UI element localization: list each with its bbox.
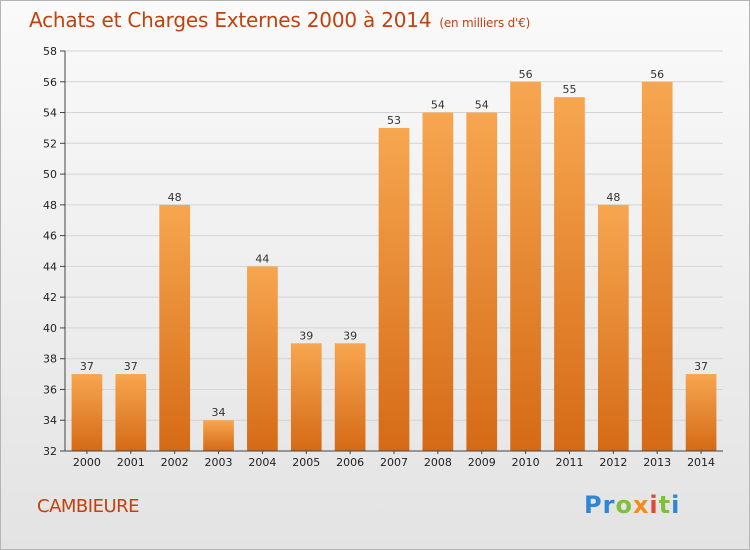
- value-label: 39: [299, 329, 313, 342]
- value-label: 44: [255, 252, 269, 265]
- value-label: 37: [80, 360, 94, 373]
- y-tick-label: 36: [43, 383, 57, 396]
- x-tick-label: 2006: [336, 456, 364, 469]
- value-label: 48: [168, 191, 182, 204]
- y-tick-label: 44: [43, 260, 57, 273]
- bar-2013: [641, 81, 673, 452]
- logo-letter: x: [632, 491, 650, 519]
- x-tick-label: 2012: [599, 456, 627, 469]
- y-tick-label: 42: [43, 291, 57, 304]
- x-tick-label: 2009: [468, 456, 496, 469]
- logo-letter: P: [584, 491, 603, 519]
- logo-letter: t: [658, 491, 672, 519]
- x-tick-label: 2008: [424, 456, 452, 469]
- value-label: 53: [387, 114, 401, 127]
- value-label: 37: [124, 360, 138, 373]
- bar-2014: [685, 374, 717, 451]
- y-tick-label: 40: [43, 322, 57, 335]
- chart-title: Achats et Charges Externes 2000 à 2014 (e…: [29, 8, 530, 32]
- y-tick-label: 34: [43, 414, 57, 427]
- axes: 32 34 36 38 40 42 44 46 48 50 52 54 56 58 2000 2001 2002…: [43, 45, 723, 469]
- logo-letter: i: [649, 491, 659, 519]
- y-tick-label: 50: [43, 168, 57, 181]
- unit-note: (en milliers d'€): [439, 16, 531, 30]
- y-tick-label: 32: [43, 445, 57, 458]
- bar-2005: [290, 343, 322, 451]
- y-tick-label: 38: [43, 353, 57, 366]
- value-label: 37: [694, 360, 708, 373]
- x-tick-label: 2007: [380, 456, 408, 469]
- value-label: 54: [431, 99, 445, 112]
- bar-2002: [159, 204, 191, 451]
- bars: 37 37 48 34 44 39 39 53 54 54 56 55 48 56 37: [71, 68, 717, 452]
- x-tick-label: 2002: [161, 456, 189, 469]
- x-tick-label: 2013: [643, 456, 671, 469]
- bar-2006: [334, 343, 366, 451]
- bar-2000: [71, 374, 103, 451]
- bar-2003: [203, 420, 234, 451]
- y-tick-label: 52: [43, 137, 57, 150]
- value-label: 48: [606, 191, 620, 204]
- bar-2008: [422, 112, 454, 452]
- x-tick-label: 2001: [117, 456, 145, 469]
- bar-2001: [115, 374, 147, 451]
- logo-letter: r: [602, 491, 616, 519]
- x-tick-label: 2010: [512, 456, 540, 469]
- value-label: 54: [475, 99, 489, 112]
- bar-2009: [466, 112, 498, 452]
- proxiti-logo: Proxiti: [584, 491, 680, 519]
- x-tick-label: 2011: [555, 456, 583, 469]
- value-label: 56: [650, 68, 664, 81]
- y-tick-label: 48: [43, 199, 57, 212]
- bar-2010: [510, 81, 541, 452]
- y-tick-label: 46: [43, 230, 57, 243]
- city-name: CAMBIEURE: [37, 496, 140, 517]
- value-label: 39: [343, 329, 357, 342]
- value-label: 34: [212, 406, 226, 419]
- y-tick-label: 56: [43, 76, 57, 89]
- y-tick-label: 58: [43, 45, 57, 58]
- bar-2011: [554, 97, 585, 452]
- x-tick-label: 2005: [292, 456, 320, 469]
- x-tick-label: 2004: [248, 456, 276, 469]
- value-label: 56: [519, 68, 533, 81]
- x-tick-label: 2003: [205, 456, 233, 469]
- value-label: 55: [562, 83, 576, 96]
- bar-2012: [597, 204, 629, 451]
- x-tick-label: 2000: [73, 456, 101, 469]
- x-tick-label: 2014: [687, 456, 715, 469]
- bar-2007: [378, 127, 410, 451]
- logo-letter: i: [671, 491, 681, 519]
- bar-2004: [247, 266, 278, 451]
- y-tick-label: 54: [43, 107, 57, 120]
- title-text: Achats et Charges Externes 2000 à 2014: [29, 8, 432, 32]
- logo-letter: o: [615, 491, 633, 519]
